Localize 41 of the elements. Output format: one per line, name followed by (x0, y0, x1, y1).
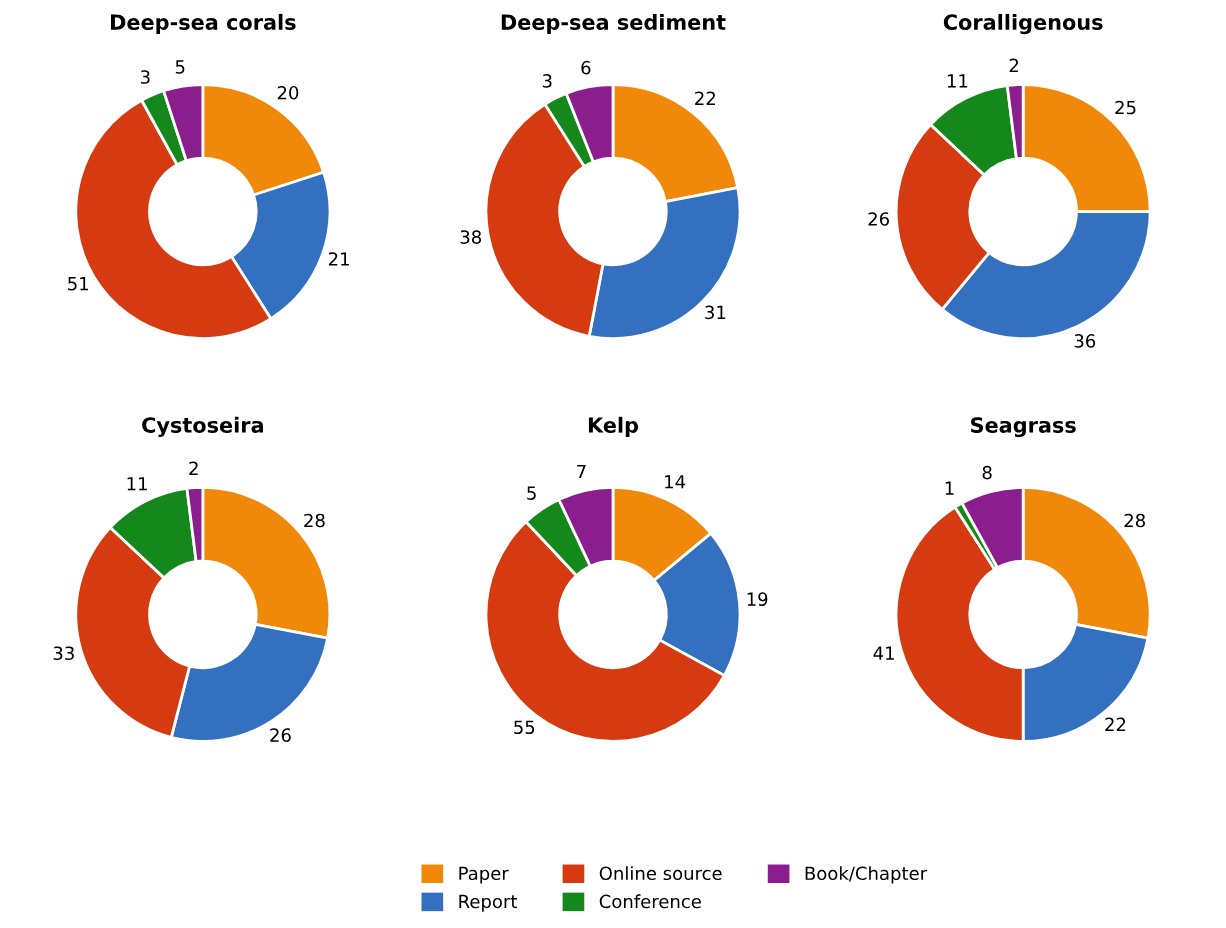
data-label: 41 (873, 646, 894, 660)
legend-label: Paper (459, 866, 509, 884)
data-label: 21 (328, 252, 349, 266)
legend-label: Book/Chapter (805, 866, 928, 884)
chart-title: Deep-sea sediment (501, 13, 726, 35)
data-label: 26 (868, 212, 889, 226)
data-label: 14 (665, 475, 686, 489)
legend-label: Conference (599, 894, 701, 909)
chart-title: Deep-sea corals (111, 13, 296, 35)
data-label: 11 (127, 477, 147, 491)
data-label: 5 (175, 60, 185, 74)
data-label: 19 (747, 592, 768, 607)
data-label: 36 (1074, 334, 1096, 348)
data-label: 3 (140, 70, 150, 84)
data-label: 11 (947, 74, 968, 88)
data-label: 7 (577, 464, 586, 479)
chart-title: Kelp (588, 416, 639, 437)
chart-title: Coralligenous (943, 13, 1103, 35)
data-label: 2 (189, 461, 198, 475)
data-label: 8 (982, 465, 992, 480)
chart-title: Seagrass (971, 417, 1076, 438)
data-label: 26 (270, 728, 291, 742)
legend-label: Report (459, 894, 518, 912)
data-label: 5 (527, 486, 536, 500)
data-label: 28 (1124, 513, 1145, 528)
data-label: 22 (695, 91, 715, 105)
data-label: 55 (514, 720, 535, 735)
data-label: 6 (581, 60, 591, 75)
data-label: 22 (1105, 717, 1126, 731)
data-label: 3 (542, 74, 552, 88)
data-label: 28 (304, 513, 325, 528)
legend-label: Online source (599, 866, 722, 881)
data-label: 20 (277, 85, 299, 100)
chart-title: Cystoseira (142, 416, 263, 438)
data-label: 38 (460, 230, 482, 244)
data-label: 33 (53, 646, 74, 661)
data-label: 31 (705, 305, 726, 320)
data-label: 51 (68, 277, 89, 291)
data-label: 25 (1115, 100, 1136, 115)
data-label: 1 (945, 481, 954, 495)
data-label: 2 (1009, 58, 1018, 72)
